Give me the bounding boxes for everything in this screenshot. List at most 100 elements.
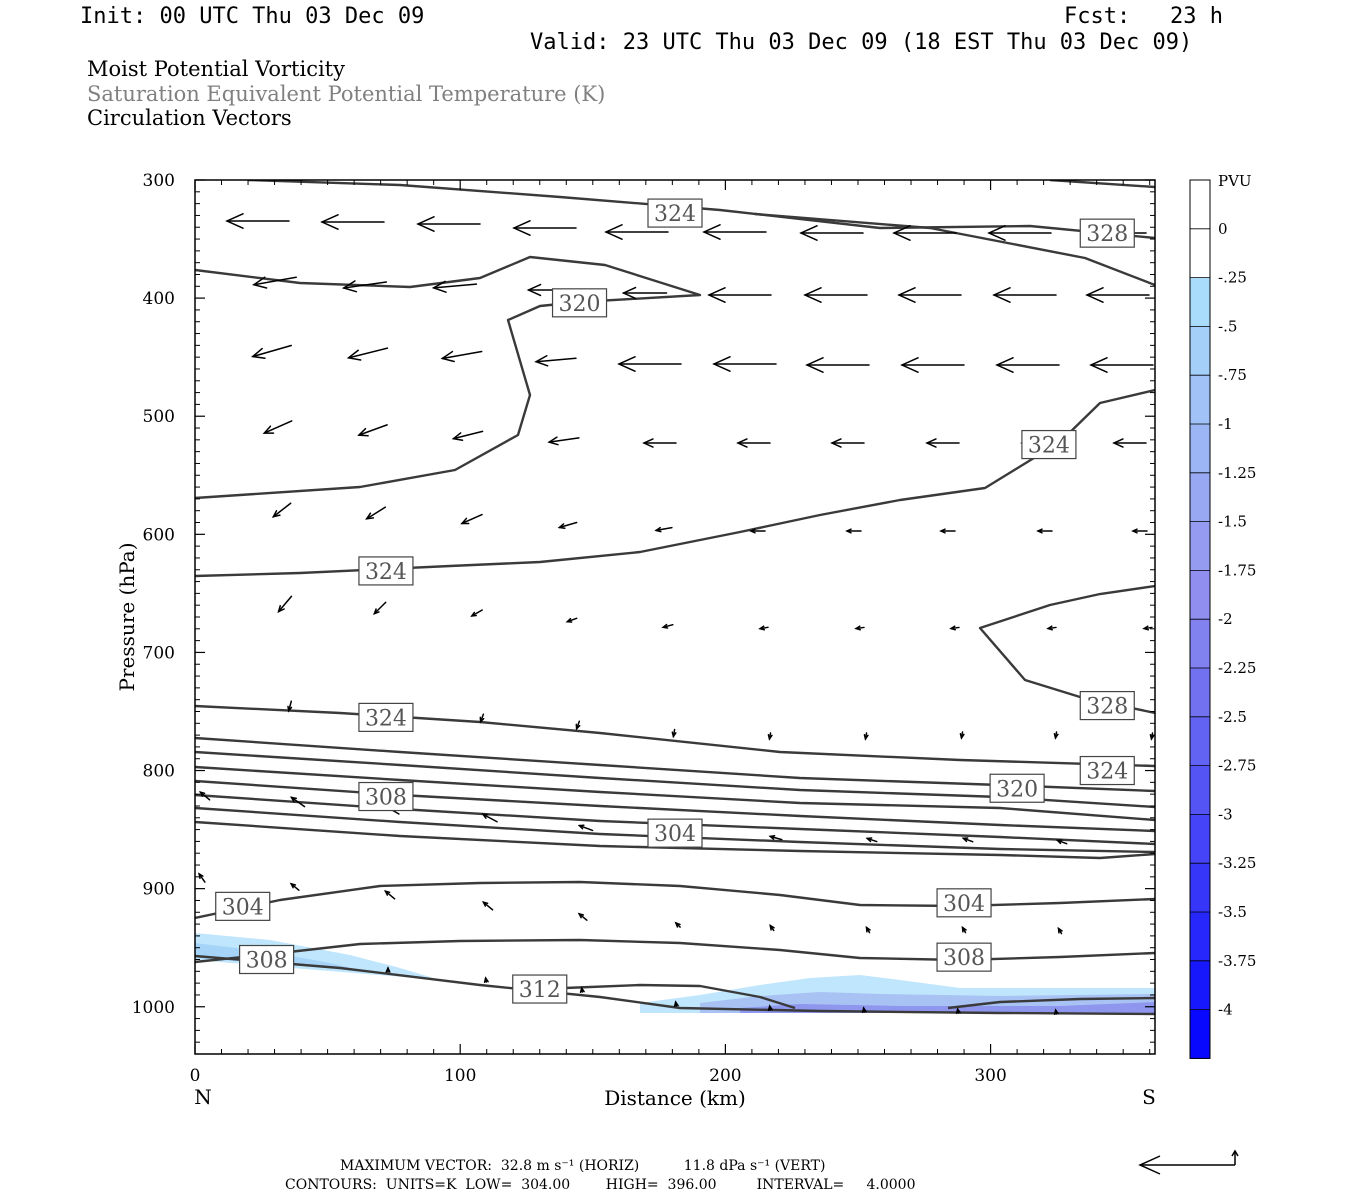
circulation-vector <box>1053 731 1059 740</box>
svg-text:304: 304 <box>222 895 264 920</box>
contour-label: 324 <box>358 556 414 586</box>
circulation-vector <box>900 357 965 373</box>
circulation-vector <box>892 225 957 241</box>
theta-es-contours <box>195 180 1155 1016</box>
colorbar-swatch <box>1190 277 1210 327</box>
contour-label: 320 <box>989 773 1045 803</box>
contour-label: 328 <box>1079 218 1135 248</box>
svg-text:308: 308 <box>943 946 985 971</box>
circulation-vector <box>1046 625 1057 631</box>
colorbar-swatch <box>1190 814 1210 864</box>
y-tick-label: 500 <box>143 407 175 427</box>
circulation-vector <box>579 986 585 994</box>
circulation-vector <box>481 813 498 823</box>
svg-text:328: 328 <box>1086 222 1128 247</box>
y-tick-label: 600 <box>143 525 175 545</box>
contour-label: 308 <box>936 942 992 972</box>
contour-label: 324 <box>358 702 414 732</box>
contour-label: 304 <box>215 891 271 921</box>
circulation-vector <box>955 1007 961 1015</box>
y-tick-label: 800 <box>143 762 175 782</box>
circulation-vector <box>547 436 580 446</box>
circulation-vector <box>863 732 869 741</box>
circulation-vector <box>758 625 769 631</box>
svg-text:324: 324 <box>365 560 407 585</box>
circulation-vector <box>736 438 771 448</box>
contour-312 <box>564 983 796 1010</box>
pv-shade-left-outer <box>195 933 440 980</box>
colorbar-swatch <box>1190 228 1210 279</box>
circulation-vector <box>661 623 674 629</box>
circulation-vector <box>767 1004 773 1012</box>
circulation-vector <box>577 912 588 921</box>
circulation-vector <box>385 966 391 973</box>
ground-line <box>195 954 1155 1016</box>
y-tick-label: 1000 <box>132 998 175 1018</box>
title-theta-es: Saturation Equivalent Potential Temperat… <box>87 82 606 106</box>
circulation-vector <box>1112 438 1147 448</box>
colorbar-label: -4 <box>1218 1001 1233 1019</box>
circulation-vector <box>642 438 677 448</box>
colorbar-label: -2 <box>1218 610 1233 628</box>
circulation-vector <box>251 344 292 360</box>
circulation-vector <box>987 225 1052 241</box>
y-tick-label: 300 <box>143 171 175 191</box>
colorbar-swatch <box>1190 521 1210 571</box>
colorbar-swatch <box>1190 960 1210 1011</box>
circulation-vector <box>271 502 292 518</box>
colorbar-swatch <box>1190 375 1210 425</box>
colorbar-label: -3.5 <box>1218 903 1247 921</box>
colorbar-label: -2.5 <box>1218 708 1247 726</box>
circulation-vector <box>604 224 669 240</box>
circulation-vector <box>384 889 396 900</box>
circulation-vector <box>939 528 956 534</box>
colorbar-swatch <box>1190 570 1210 620</box>
colorbar-label: -1.25 <box>1218 464 1256 482</box>
contour-328-upper <box>754 212 1155 287</box>
circulation-vector <box>805 357 870 373</box>
circulation-vector <box>621 286 668 300</box>
circulation-vector <box>451 430 484 442</box>
circulation-vector <box>830 438 865 448</box>
x-tick-label: 0 <box>190 1066 201 1086</box>
circulation-vector <box>565 617 578 623</box>
contour-label: 308 <box>358 781 414 812</box>
circulation-vector <box>460 513 483 525</box>
init-time: Init: 00 UTC Thu 03 Dec 09 <box>80 4 425 29</box>
colorbar-unit: PVU <box>1218 172 1252 190</box>
y-tick-label: 900 <box>143 880 175 900</box>
circulation-vector <box>1057 926 1063 935</box>
x-axis-label: Distance (km) <box>604 1086 746 1110</box>
colorbar-swatch <box>1190 1009 1210 1059</box>
colorbar-swatch <box>1190 912 1210 962</box>
circulation-vector <box>479 713 485 724</box>
circulation-vector <box>865 925 871 934</box>
circulation-vector <box>1149 732 1155 741</box>
north-label: N <box>194 1085 212 1109</box>
svg-text:320: 320 <box>559 292 601 317</box>
svg-text:320: 320 <box>996 777 1038 802</box>
colorbar-label: -.75 <box>1218 366 1247 384</box>
colorbar: PVU 0 -.25 -.5 -.75 -1 -1.25 -1.5 -1.75 -2 -2.25 -2… <box>1189 172 1256 1059</box>
colorbar-label: -1 <box>1218 415 1233 433</box>
circulation-vector <box>198 872 206 883</box>
contour-info-note: CONTOURS: UNITS=K LOW= 304.00 HIGH= 396.… <box>285 1177 916 1193</box>
circulation-vector <box>557 521 578 530</box>
circulation-vector <box>671 728 677 739</box>
circulation-vector <box>277 595 293 614</box>
contour-label: 304 <box>647 818 703 848</box>
contour-324-low <box>195 704 1155 768</box>
circulation-vector <box>949 625 960 631</box>
contour-312-right <box>947 996 1155 1010</box>
circulation-vector <box>961 837 974 843</box>
svg-text:312: 312 <box>519 978 561 1003</box>
x-tick-label: 100 <box>444 1066 476 1086</box>
title-circulation: Circulation Vectors <box>87 106 292 130</box>
circulation-vector <box>674 921 681 928</box>
forecast-hour: Fcst: 23 h <box>1064 4 1223 29</box>
title-mpv: Moist Potential Vorticity <box>87 57 345 81</box>
circulation-vector <box>617 356 682 372</box>
y-axis-label: Pressure (hPa) <box>115 543 139 692</box>
svg-text:324: 324 <box>365 706 407 731</box>
